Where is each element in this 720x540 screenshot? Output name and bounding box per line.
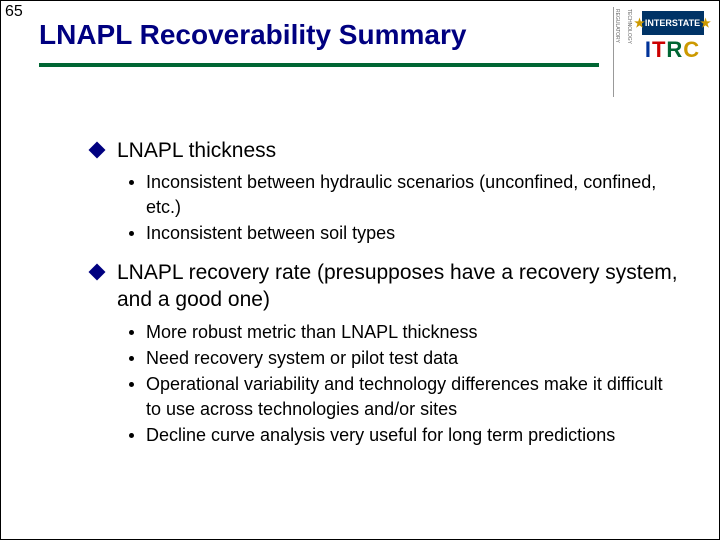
bullet-sub-text: Inconsistent between soil types [146,221,395,245]
sub-list: Inconsistent between hydraulic scenarios… [129,170,679,245]
diamond-icon [89,142,106,159]
content-area: LNAPL thickness Inconsistent between hyd… [1,97,719,447]
star-icon: ★ [634,16,645,30]
page-title: LNAPL Recoverability Summary [39,19,613,51]
logo-interstate-box: ★ INTERSTATE ★ [642,11,704,35]
star-icon: ★ [700,16,711,30]
bullet-sub-text: Decline curve analysis very useful for l… [146,423,615,447]
diamond-icon [89,264,106,281]
title-area: LNAPL Recoverability Summary [1,19,613,67]
bullet-sub-text: Need recovery system or pilot test data [146,346,458,370]
bullet-sub-text: Inconsistent between hydraulic scenarios… [146,170,679,219]
bullet-sub: Operational variability and technology d… [129,372,679,421]
bullet-sub-text: More robust metric than LNAPL thickness [146,320,477,344]
sub-list: More robust metric than LNAPL thickness … [129,320,679,447]
bullet-main: LNAPL recovery rate (presupposes have a … [91,259,679,314]
dot-icon [129,180,134,185]
bullet-sub: Inconsistent between hydraulic scenarios… [129,170,679,219]
bullet-sub: Inconsistent between soil types [129,221,679,245]
dot-icon [129,433,134,438]
dot-icon [129,382,134,387]
dot-icon [129,356,134,361]
dot-icon [129,231,134,236]
logo-side-bot: REGULATORY [614,9,620,95]
slide-number: 65 [5,3,23,21]
header: LNAPL Recoverability Summary TECHNOLOGY … [1,1,719,97]
bullet-main-text: LNAPL recovery rate (presupposes have a … [117,259,679,314]
title-underline [39,63,599,67]
logo-main: ★ INTERSTATE ★ ITRC [632,7,713,97]
bullet-sub: Decline curve analysis very useful for l… [129,423,679,447]
bullet-main: LNAPL thickness [91,137,679,164]
bullet-sub: More robust metric than LNAPL thickness [129,320,679,344]
logo-top-label: INTERSTATE [645,18,700,28]
bullet-sub: Need recovery system or pilot test data [129,346,679,370]
itrc-logo: TECHNOLOGY REGULATORY ★ INTERSTATE ★ ITR… [613,7,713,97]
logo-sidebar: TECHNOLOGY REGULATORY [614,7,632,97]
logo-itrc-text: ITRC [645,37,700,63]
dot-icon [129,330,134,335]
bullet-sub-text: Operational variability and technology d… [146,372,679,421]
bullet-main-text: LNAPL thickness [117,137,276,164]
